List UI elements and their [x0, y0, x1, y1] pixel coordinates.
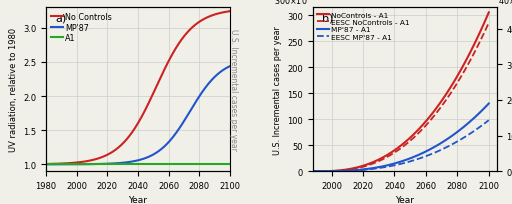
A1 [103, 163, 109, 166]
Legend: No Controls, MP'87, A1: No Controls, MP'87, A1 [50, 12, 113, 44]
Text: $40{\times}10^3$: $40{\times}10^3$ [499, 0, 512, 7]
No Controls [65, 162, 71, 165]
NoControls - A1 [331, 170, 337, 172]
Line: No Controls: No Controls [46, 12, 230, 164]
Y-axis label: U.S. Incremental cases per year: U.S. Incremental cases per year [229, 29, 238, 150]
MP'87 [177, 127, 183, 129]
MP'87 - A1 [367, 167, 373, 170]
MP'87 [227, 65, 233, 68]
MP'87 - A1 [420, 152, 426, 154]
MP'87 [65, 163, 71, 166]
EESC MP'87 - A1 [420, 156, 426, 159]
EESC MP'87 - A1 [379, 166, 386, 169]
A1 [177, 163, 183, 166]
A1 [65, 163, 71, 166]
EESC MP'87 - A1 [438, 149, 444, 152]
MP'87 - A1 [438, 142, 444, 145]
EESC MP'87 - A1 [367, 168, 373, 171]
EESC NoControls - A1 [420, 127, 426, 130]
A1 [43, 163, 49, 166]
EESC NoControls - A1 [437, 108, 443, 110]
A1 [116, 163, 122, 166]
MP'87 [103, 163, 109, 165]
MP'87 - A1 [486, 103, 492, 105]
EESC NoControls - A1 [331, 170, 337, 172]
Y-axis label: UV radiation, relative to 1980: UV radiation, relative to 1980 [9, 28, 17, 152]
NoControls - A1 [438, 101, 444, 104]
X-axis label: Year: Year [129, 195, 147, 204]
No Controls [177, 42, 183, 44]
EESC MP'87 - A1 [486, 119, 492, 122]
A1 [227, 163, 233, 166]
No Controls [227, 11, 233, 13]
MP'87 [116, 162, 122, 164]
Line: NoControls - A1: NoControls - A1 [313, 13, 489, 171]
Text: a): a) [55, 13, 67, 23]
Line: MP'87: MP'87 [46, 67, 230, 165]
X-axis label: Year: Year [395, 195, 414, 204]
EESC NoControls - A1 [438, 107, 444, 109]
MP'87 [159, 148, 165, 150]
MP'87 - A1 [379, 165, 386, 168]
No Controls [43, 163, 49, 165]
No Controls [176, 43, 182, 45]
MP'87 [43, 163, 49, 166]
NoControls - A1 [379, 157, 386, 159]
EESC MP'87 - A1 [437, 150, 443, 152]
MP'87 - A1 [331, 170, 337, 173]
No Controls [116, 146, 122, 149]
EESC MP'87 - A1 [310, 170, 316, 173]
Line: EESC NoControls - A1: EESC NoControls - A1 [313, 24, 489, 171]
MP'87 - A1 [310, 170, 316, 173]
No Controls [159, 74, 165, 77]
Y-axis label: U.S. Incremental cases per year: U.S. Incremental cases per year [272, 26, 282, 154]
Line: EESC MP'87 - A1: EESC MP'87 - A1 [313, 121, 489, 171]
Legend: NoControls - A1, EESC NoControls - A1, MP'87 - A1, EESC MP'87 - A1: NoControls - A1, EESC NoControls - A1, M… [316, 12, 411, 41]
EESC MP'87 - A1 [331, 170, 337, 173]
NoControls - A1 [420, 123, 426, 126]
Text: b): b) [322, 13, 333, 23]
NoControls - A1 [486, 12, 492, 14]
EESC NoControls - A1 [486, 22, 492, 25]
EESC NoControls - A1 [310, 170, 316, 173]
No Controls [103, 154, 109, 157]
A1 [159, 163, 165, 166]
NoControls - A1 [437, 103, 443, 105]
Line: MP'87 - A1: MP'87 - A1 [313, 104, 489, 171]
MP'87 - A1 [437, 143, 443, 145]
EESC NoControls - A1 [379, 158, 386, 161]
NoControls - A1 [310, 170, 316, 173]
NoControls - A1 [367, 162, 373, 165]
EESC NoControls - A1 [367, 164, 373, 166]
MP'87 [176, 128, 182, 131]
Text: $300{\times}10^3$: $300{\times}10^3$ [273, 0, 311, 7]
A1 [176, 163, 182, 166]
